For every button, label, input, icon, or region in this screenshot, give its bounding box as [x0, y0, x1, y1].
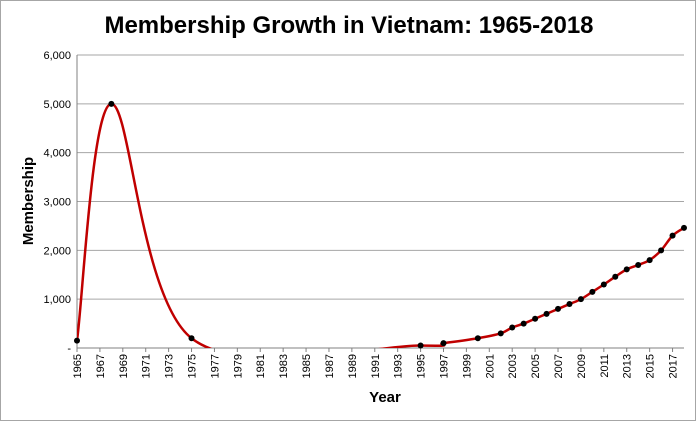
x-tick-label: 2007 — [553, 354, 565, 378]
x-tick-label: 1977 — [209, 354, 221, 378]
x-tick-label: 1975 — [187, 354, 199, 378]
y-axis-title: Membership — [20, 157, 37, 245]
data-point — [566, 301, 573, 308]
x-tick-label: 1987 — [324, 354, 336, 378]
data-point — [474, 335, 481, 342]
data-point — [681, 224, 687, 231]
data-point — [532, 315, 539, 322]
x-tick-label: 1981 — [255, 354, 267, 378]
data-point — [612, 273, 619, 280]
data-point — [646, 257, 653, 264]
x-tick-label: 1965 — [72, 354, 84, 378]
chart-title: Membership Growth in Vietnam: 1965-2018 — [104, 12, 593, 39]
y-tick-label: - — [67, 343, 71, 355]
x-tick-label: 2017 — [668, 354, 680, 378]
x-tick-label: 1991 — [370, 354, 382, 378]
data-point — [577, 296, 584, 303]
x-tick-label: 1999 — [461, 354, 473, 378]
x-axis-title: Year — [369, 389, 401, 406]
series-layer — [74, 100, 687, 349]
data-point — [74, 337, 80, 344]
data-point — [188, 335, 195, 342]
data-point — [108, 100, 115, 107]
x-tick-label: 1989 — [347, 354, 359, 378]
x-tick-label: 1979 — [232, 354, 244, 378]
x-tick-label: 1971 — [141, 354, 153, 378]
y-tick-label: 2,000 — [43, 245, 71, 257]
data-point — [635, 261, 642, 268]
data-point — [555, 305, 562, 312]
x-tick-label: 2001 — [484, 354, 496, 378]
data-point — [669, 232, 676, 239]
x-tick-label: 2015 — [645, 354, 657, 378]
x-tick-label: 1993 — [393, 354, 405, 378]
x-tick-label: 2003 — [507, 354, 519, 378]
y-tick-label: 4,000 — [43, 148, 71, 160]
gridlines — [77, 54, 684, 300]
series-line — [77, 102, 685, 348]
x-tick-label: 1969 — [118, 354, 130, 378]
x-tick-label: 1983 — [278, 354, 290, 378]
data-point — [600, 281, 607, 288]
data-point — [623, 266, 630, 273]
y-tick-label: 5,000 — [43, 99, 71, 111]
data-point — [589, 288, 596, 295]
x-tick-label: 1985 — [301, 354, 313, 378]
x-tick-label: 2013 — [622, 354, 634, 378]
x-tick-label: 1995 — [416, 354, 428, 378]
x-tick-label: 1973 — [164, 354, 176, 378]
data-point — [497, 330, 504, 337]
data-point — [520, 320, 527, 327]
data-point — [440, 340, 447, 347]
x-tick-label: 2009 — [576, 354, 588, 378]
x-tick-label: 1997 — [438, 354, 450, 378]
x-axis-ticks: 1965 1967 1969 1971 1973 1975 1977 1979 1981 1983… — [72, 348, 680, 378]
y-tick-label: 6,000 — [43, 50, 71, 62]
data-point — [658, 247, 665, 254]
x-tick-label: 2005 — [530, 354, 542, 378]
data-point — [417, 342, 424, 349]
y-axis-ticks: - 1,000 2,000 3,000 4,000 5,000 6,000 — [43, 50, 71, 355]
data-point — [509, 324, 516, 331]
x-tick-label: 1967 — [95, 354, 107, 378]
data-point — [543, 310, 550, 317]
y-tick-label: 3,000 — [43, 197, 71, 209]
y-tick-label: 1,000 — [43, 294, 71, 306]
x-tick-label: 2011 — [599, 354, 611, 378]
